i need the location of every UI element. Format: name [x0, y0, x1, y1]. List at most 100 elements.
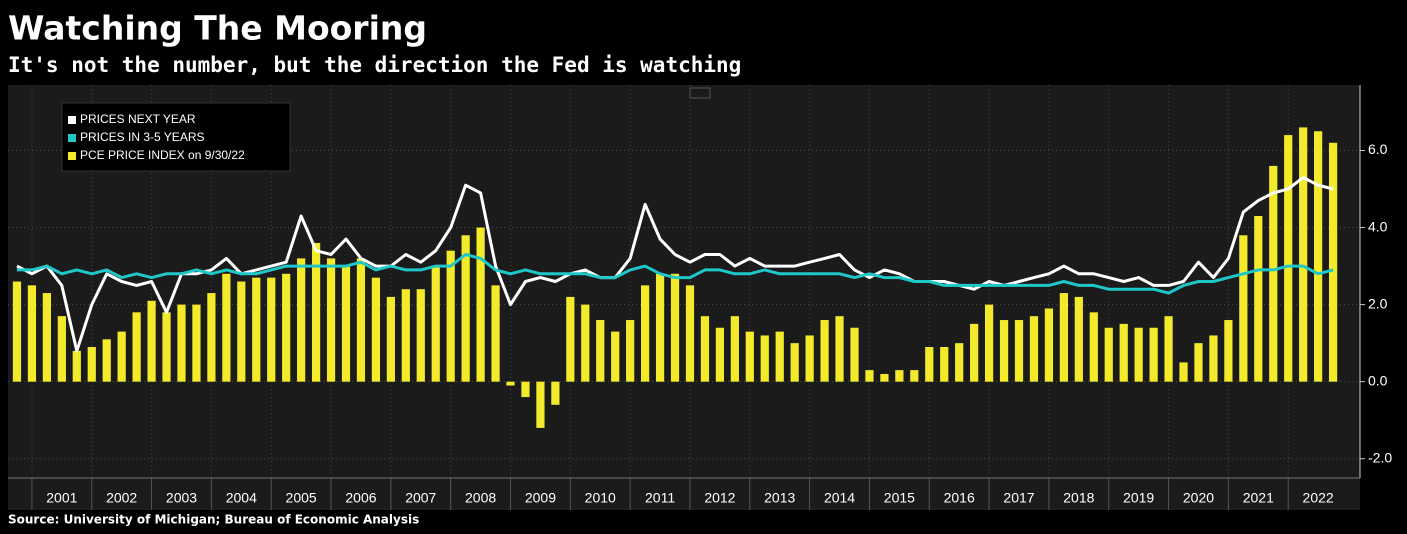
x-tick-label: 2002: [106, 490, 137, 506]
bar: [626, 320, 635, 382]
bar: [715, 327, 725, 382]
bar: [790, 343, 799, 382]
bar: [1119, 323, 1128, 382]
source-note: Source: University of Michigan; Bureau o…: [8, 513, 419, 527]
bar: [147, 300, 156, 382]
x-tick-label: 2004: [226, 490, 257, 506]
bar: [1059, 293, 1068, 382]
bar: [207, 293, 216, 382]
bar: [850, 327, 859, 382]
bar: [371, 277, 381, 382]
x-tick-label: 2012: [704, 490, 735, 506]
bar: [1328, 142, 1338, 382]
bar: [611, 331, 620, 382]
x-tick-label: 2010: [585, 490, 616, 506]
bar: [805, 335, 814, 382]
bar: [730, 316, 739, 382]
x-tick-label: 2005: [286, 490, 317, 506]
chart-title: Watching The Mooring: [8, 9, 427, 48]
bar: [446, 250, 455, 382]
bar: [880, 373, 889, 382]
bar: [42, 293, 51, 382]
bar: [267, 277, 276, 382]
bar: [132, 312, 141, 382]
bar: [566, 296, 575, 382]
bar: [1014, 320, 1024, 382]
bar: [431, 266, 440, 382]
bar: [491, 285, 500, 382]
x-tick-label: 2021: [1243, 490, 1274, 506]
bar: [252, 277, 261, 382]
bar: [970, 323, 979, 382]
bar: [12, 281, 22, 382]
bar: [282, 273, 291, 382]
legend-box: [61, 102, 291, 172]
bar: [1299, 127, 1308, 382]
bar: [72, 350, 81, 382]
bar: [1104, 327, 1113, 382]
bar: [1164, 316, 1173, 382]
bar: [984, 304, 994, 382]
bar: [1194, 343, 1203, 382]
bar: [760, 335, 769, 382]
bar: [311, 242, 321, 382]
bar: [1314, 131, 1323, 382]
bar: [775, 331, 784, 382]
bar: [297, 258, 306, 382]
x-tick-label: 2009: [525, 490, 556, 506]
bar: [521, 381, 530, 398]
bar: [57, 316, 66, 382]
bar: [401, 289, 410, 382]
x-tick-label: 2006: [345, 490, 376, 506]
line: [16, 176, 1334, 353]
x-tick-label: 2018: [1063, 490, 1094, 506]
x-tick-label: 2019: [1123, 490, 1154, 506]
bar: [895, 370, 904, 382]
bar: [192, 304, 201, 382]
bar: [685, 285, 695, 382]
legend-label: PRICES NEXT YEAR: [80, 112, 196, 126]
bar: [641, 285, 650, 382]
y-tick-label: 6.0: [1368, 141, 1388, 157]
bar: [476, 227, 485, 382]
legend-swatch: [68, 116, 76, 124]
bar: [1284, 135, 1293, 382]
bar: [416, 289, 425, 382]
bar: [1239, 235, 1248, 382]
x-tick-label: 2015: [884, 490, 915, 506]
bar: [1074, 296, 1083, 382]
bar: [162, 312, 171, 382]
bar: [177, 304, 186, 382]
bar: [1254, 216, 1263, 382]
bar: [461, 235, 470, 382]
x-tick-label: 2001: [46, 490, 77, 506]
bar: [1209, 335, 1218, 382]
legend-swatch: [68, 152, 76, 160]
x-tick-label: 2008: [465, 490, 496, 506]
x-tick-label: 2022: [1303, 490, 1334, 506]
bar: [700, 316, 710, 382]
bar: [925, 347, 934, 382]
bar: [596, 320, 605, 382]
bar: [865, 370, 874, 382]
bar: [222, 273, 231, 382]
bar: [670, 273, 680, 382]
bar: [999, 320, 1009, 382]
x-axis-band: [8, 478, 1360, 510]
bar: [745, 331, 754, 382]
bar: [955, 343, 964, 382]
bar: [326, 258, 336, 382]
x-tick-label: 2017: [1003, 490, 1034, 506]
x-tick-label: 2016: [944, 490, 975, 506]
bar: [1179, 362, 1188, 382]
bar: [835, 316, 844, 382]
bar: [1149, 327, 1158, 382]
bar: [655, 273, 665, 382]
bar: [551, 381, 560, 405]
y-tick-label: 4.0: [1368, 218, 1388, 234]
x-tick-label: 2007: [405, 490, 436, 506]
bar: [1044, 308, 1054, 382]
bar: [386, 296, 395, 382]
legend-label: PRICES IN 3-5 YEARS: [80, 130, 205, 144]
